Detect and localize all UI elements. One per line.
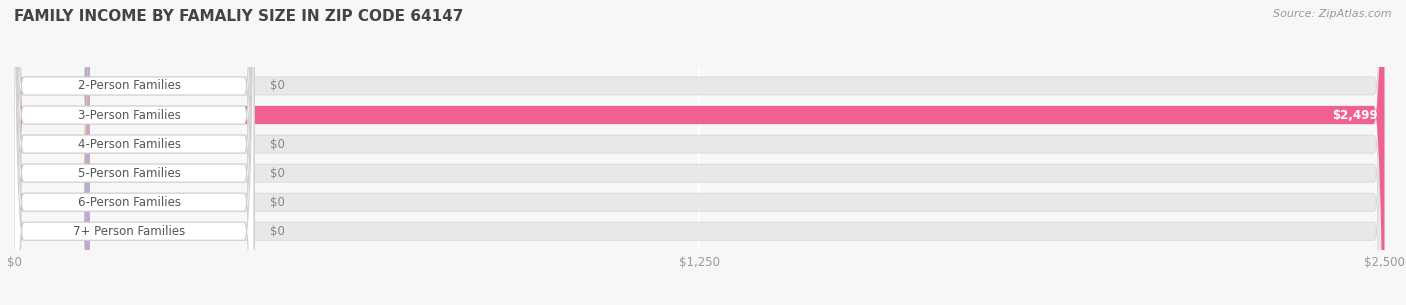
FancyBboxPatch shape <box>14 0 254 305</box>
Text: $0: $0 <box>270 196 285 209</box>
Text: $0: $0 <box>270 225 285 238</box>
Text: FAMILY INCOME BY FAMALIY SIZE IN ZIP CODE 64147: FAMILY INCOME BY FAMALIY SIZE IN ZIP COD… <box>14 9 464 24</box>
FancyBboxPatch shape <box>14 0 1385 305</box>
Text: $0: $0 <box>270 80 285 92</box>
FancyBboxPatch shape <box>14 0 1385 305</box>
FancyBboxPatch shape <box>14 0 90 305</box>
FancyBboxPatch shape <box>14 0 1385 305</box>
FancyBboxPatch shape <box>14 0 1385 305</box>
FancyBboxPatch shape <box>14 0 90 305</box>
FancyBboxPatch shape <box>14 0 254 305</box>
Text: $0: $0 <box>270 167 285 180</box>
FancyBboxPatch shape <box>14 0 90 305</box>
Text: 3-Person Families: 3-Person Families <box>77 109 180 121</box>
Text: $0: $0 <box>270 138 285 151</box>
Text: Source: ZipAtlas.com: Source: ZipAtlas.com <box>1274 9 1392 19</box>
FancyBboxPatch shape <box>14 0 254 305</box>
Text: 6-Person Families: 6-Person Families <box>77 196 181 209</box>
FancyBboxPatch shape <box>14 0 90 305</box>
FancyBboxPatch shape <box>14 0 254 305</box>
Text: 2-Person Families: 2-Person Families <box>77 80 181 92</box>
Text: 4-Person Families: 4-Person Families <box>77 138 181 151</box>
FancyBboxPatch shape <box>14 0 1385 305</box>
FancyBboxPatch shape <box>14 0 254 305</box>
FancyBboxPatch shape <box>14 0 254 305</box>
Text: 7+ Person Families: 7+ Person Families <box>73 225 186 238</box>
FancyBboxPatch shape <box>14 0 1385 305</box>
FancyBboxPatch shape <box>14 0 90 305</box>
FancyBboxPatch shape <box>14 0 1385 305</box>
Text: 5-Person Families: 5-Person Families <box>77 167 180 180</box>
Text: $2,499: $2,499 <box>1331 109 1378 121</box>
